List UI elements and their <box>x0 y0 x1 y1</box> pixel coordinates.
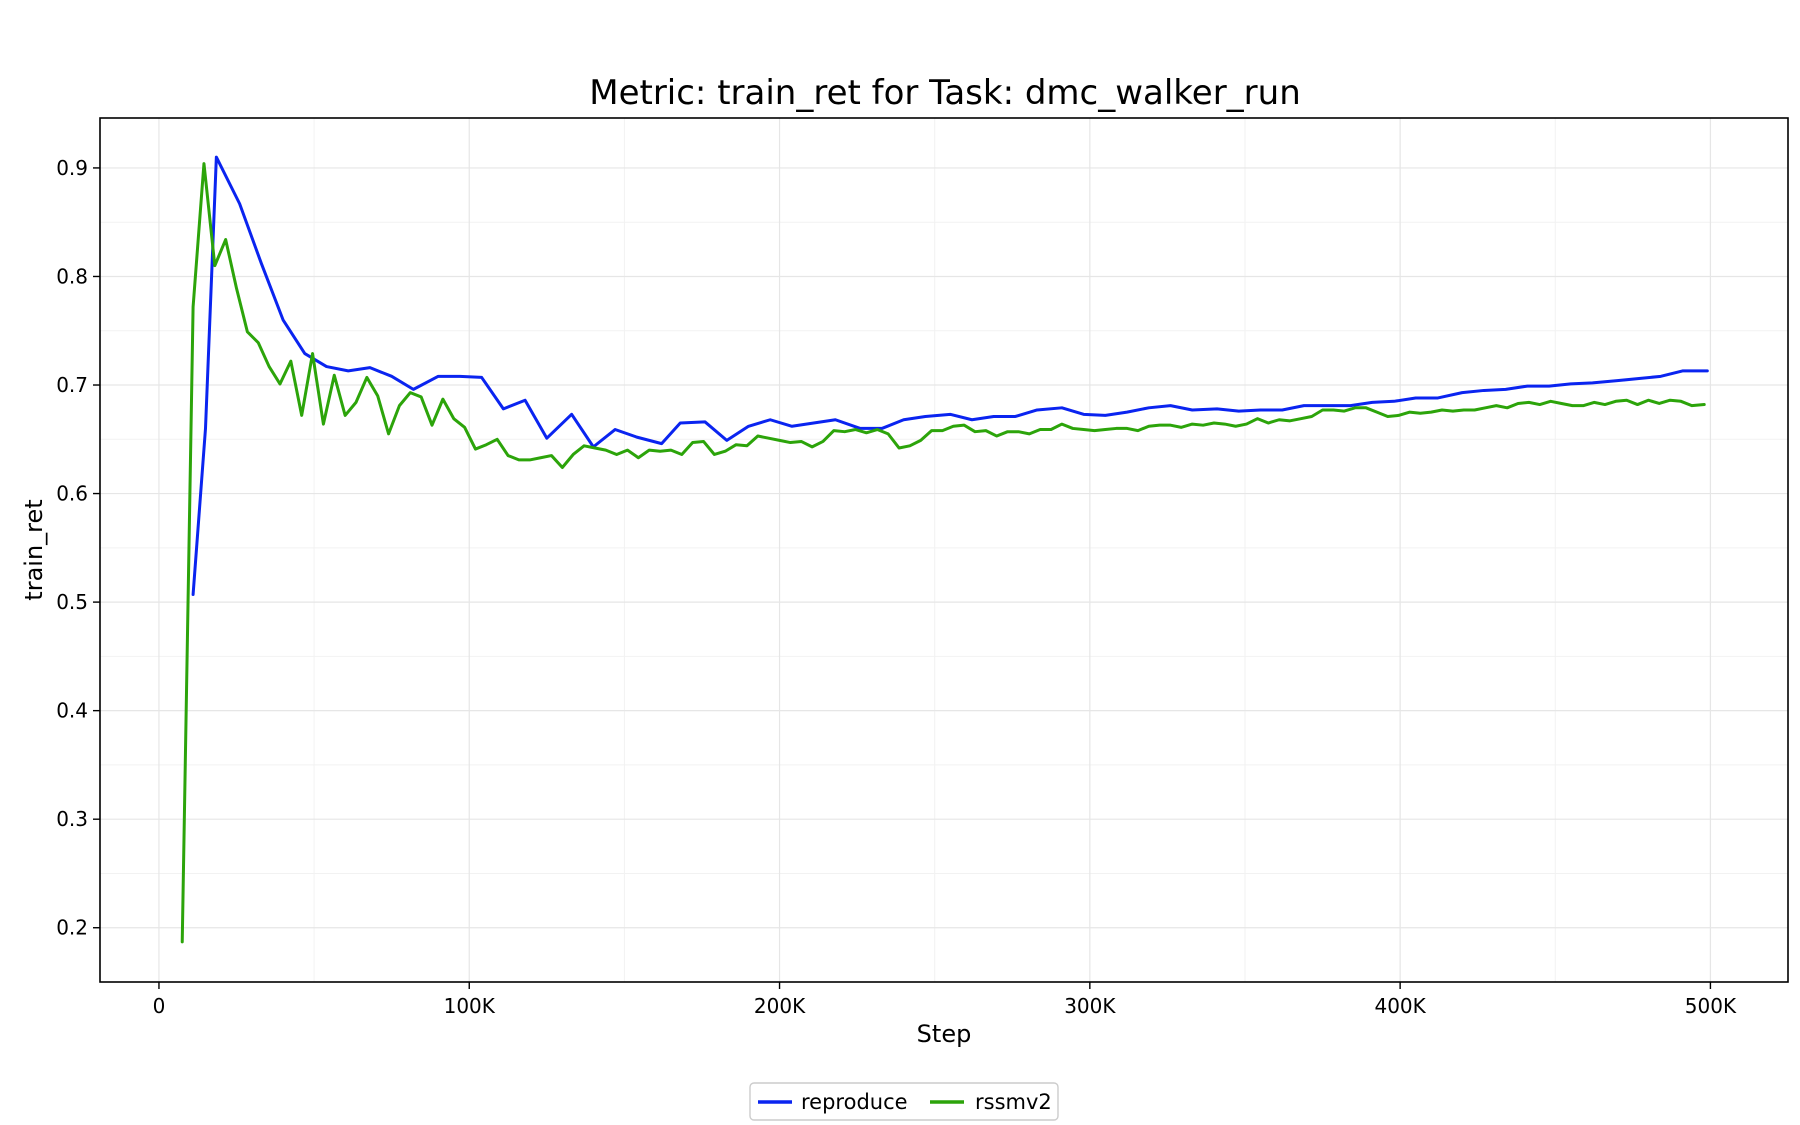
x-tick-label: 500K <box>1685 994 1737 1018</box>
legend: reproduce rssmv2 <box>749 1082 1059 1121</box>
chart-title: Metric: train_ret for Task: dmc_walker_r… <box>589 73 1301 113</box>
y-tick-label: 0.5 <box>56 590 88 614</box>
legend-label-reproduce: reproduce <box>801 1090 908 1114</box>
x-axis-ticks: 0 100K 200K 300K 400K 500K <box>153 982 1737 1018</box>
series-line-reproduce <box>191 155 1709 596</box>
y-axis-ticks: 0.2 0.3 0.4 0.5 0.6 0.7 0.8 0.9 <box>56 156 100 940</box>
y-tick-label: 0.7 <box>56 373 88 397</box>
y-tick-label: 0.4 <box>56 699 88 723</box>
legend-box <box>749 1082 1059 1121</box>
x-axis-title: Step <box>917 1020 972 1048</box>
y-tick-label: 0.6 <box>56 482 88 506</box>
legend-label-rssmv2: rssmv2 <box>975 1090 1052 1114</box>
y-tick-label: 0.9 <box>56 156 88 180</box>
series-layer <box>180 155 1709 944</box>
y-tick-label: 0.2 <box>56 916 88 940</box>
x-tick-label: 100K <box>444 994 496 1018</box>
x-tick-label: 0 <box>153 994 166 1018</box>
x-tick-label: 400K <box>1374 994 1426 1018</box>
x-tick-label: 200K <box>754 994 806 1018</box>
series-line-rssmv2 <box>180 162 1706 944</box>
major-gridlines <box>100 118 1788 982</box>
y-axis-title: train_ret <box>20 499 48 600</box>
x-tick-label: 300K <box>1064 994 1116 1018</box>
y-tick-label: 0.3 <box>56 807 88 831</box>
plot-area-frame <box>99 117 1789 983</box>
y-tick-label: 0.8 <box>56 264 88 288</box>
